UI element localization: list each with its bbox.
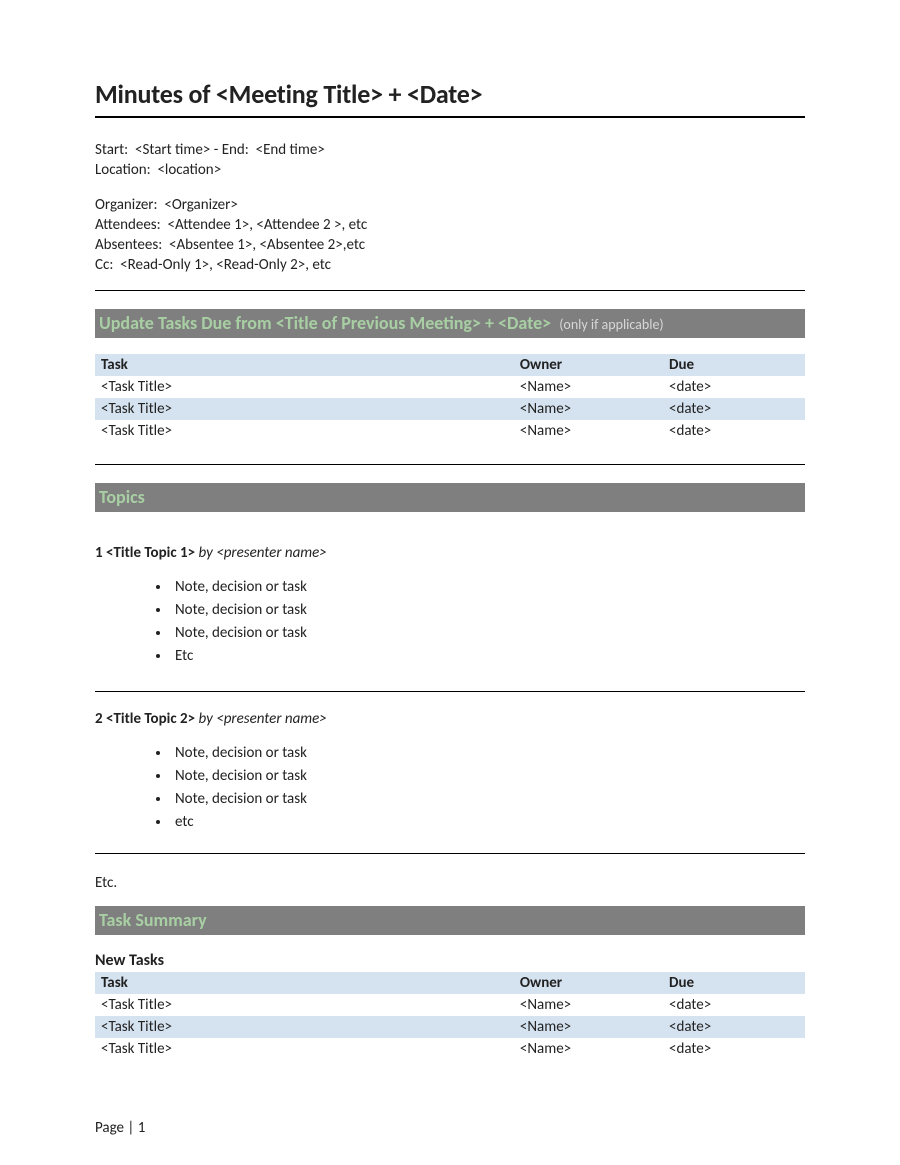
cell-due: <date> xyxy=(663,1016,805,1038)
divider xyxy=(95,853,805,854)
cell-due: <date> xyxy=(663,376,805,398)
section-update-note: (only if applicable) xyxy=(559,316,663,333)
topic-notes-1: Note, decision or task Note, decision or… xyxy=(171,576,805,669)
col-task: Task xyxy=(95,972,514,994)
section-topics-heading: Topics xyxy=(99,486,145,508)
end-label: End: xyxy=(222,141,249,159)
absentees-line: Absentees: <Absentee 1>, <Absentee 2>,et… xyxy=(95,235,805,255)
divider xyxy=(95,290,805,291)
cell-due: <date> xyxy=(663,420,805,442)
section-update-heading: Update Tasks Due from <Title of Previous… xyxy=(99,312,551,334)
col-owner: Owner xyxy=(514,972,663,994)
cell-owner: <Name> xyxy=(514,420,663,442)
etc-text: Etc. xyxy=(95,874,805,892)
cell-due: <date> xyxy=(663,994,805,1016)
list-item: Etc xyxy=(171,645,805,668)
attendees-value: <Attendee 1>, <Attendee 2 >, etc xyxy=(167,216,367,234)
start-value: <Start time> xyxy=(135,141,210,159)
list-item: Note, decision or task xyxy=(171,788,805,811)
time-location-block: Start: <Start time> - End: <End time> Lo… xyxy=(95,140,805,181)
new-tasks-heading: New Tasks xyxy=(95,951,805,970)
table-row: <Task Title> <Name> <date> xyxy=(95,420,805,442)
time-line: Start: <Start time> - End: <End time> xyxy=(95,140,805,160)
cell-task: <Task Title> xyxy=(95,398,514,420)
section-topics: Topics xyxy=(95,483,805,512)
table-header-row: Task Owner Due xyxy=(95,972,805,994)
section-summary-heading: Task Summary xyxy=(99,909,207,931)
col-owner: Owner xyxy=(514,354,663,376)
cell-due: <date> xyxy=(663,1038,805,1060)
col-due: Due xyxy=(663,354,805,376)
topic-by: by <presenter name> xyxy=(199,544,327,562)
cell-owner: <Name> xyxy=(514,376,663,398)
table-header-row: Task Owner Due xyxy=(95,354,805,376)
cell-owner: <Name> xyxy=(514,994,663,1016)
col-due: Due xyxy=(663,972,805,994)
topic-num: 1 xyxy=(95,544,103,562)
table-row: <Task Title> <Name> <date> xyxy=(95,1016,805,1038)
page-title: Minutes of <Meeting Title> + <Date> xyxy=(95,78,805,118)
cell-due: <date> xyxy=(663,398,805,420)
cc-label: Cc: xyxy=(95,256,113,274)
list-item: Note, decision or task xyxy=(171,742,805,765)
topic-by: by <presenter name> xyxy=(199,710,327,728)
section-update-tasks: Update Tasks Due from <Title of Previous… xyxy=(95,309,805,338)
absentees-label: Absentees: xyxy=(95,236,162,254)
organizer-label: Organizer: xyxy=(95,196,158,214)
list-item: Note, decision or task xyxy=(171,599,805,622)
organizer-line: Organizer: <Organizer> xyxy=(95,195,805,215)
topic-title: <Title Topic 1> xyxy=(106,544,195,562)
organizer-value: <Organizer> xyxy=(164,196,237,214)
list-item: etc xyxy=(171,811,805,834)
cell-owner: <Name> xyxy=(514,1016,663,1038)
topic-heading-2: 2 <Title Topic 2> by <presenter name> xyxy=(95,710,805,728)
end-value: <End time> xyxy=(256,141,325,159)
divider xyxy=(95,691,805,692)
cell-task: <Task Title> xyxy=(95,1016,514,1038)
cc-line: Cc: <Read-Only 1>, <Read-Only 2>, etc xyxy=(95,255,805,275)
location-label: Location: xyxy=(95,161,151,179)
list-item: Note, decision or task xyxy=(171,622,805,645)
cell-task: <Task Title> xyxy=(95,376,514,398)
table-row: <Task Title> <Name> <date> xyxy=(95,1038,805,1060)
cc-value: <Read-Only 1>, <Read-Only 2>, etc xyxy=(120,256,331,274)
table-row: <Task Title> <Name> <date> xyxy=(95,398,805,420)
new-tasks-table: Task Owner Due <Task Title> <Name> <date… xyxy=(95,972,805,1060)
time-sep: - xyxy=(214,141,219,159)
table-row: <Task Title> <Name> <date> xyxy=(95,994,805,1016)
start-label: Start: xyxy=(95,141,128,159)
page-footer: Page | 1 xyxy=(95,1119,145,1137)
topic-notes-2: Note, decision or task Note, decision or… xyxy=(171,742,805,835)
divider xyxy=(95,464,805,465)
cell-owner: <Name> xyxy=(514,1038,663,1060)
attendees-label: Attendees: xyxy=(95,216,161,234)
location-value: <location> xyxy=(157,161,221,179)
absentees-value: <Absentee 1>, <Absentee 2>,etc xyxy=(169,236,365,254)
col-task: Task xyxy=(95,354,514,376)
attendees-line: Attendees: <Attendee 1>, <Attendee 2 >, … xyxy=(95,215,805,235)
table-row: <Task Title> <Name> <date> xyxy=(95,376,805,398)
cell-task: <Task Title> xyxy=(95,420,514,442)
people-block: Organizer: <Organizer> Attendees: <Atten… xyxy=(95,195,805,276)
list-item: Note, decision or task xyxy=(171,765,805,788)
cell-task: <Task Title> xyxy=(95,1038,514,1060)
location-line: Location: <location> xyxy=(95,160,805,180)
section-task-summary: Task Summary xyxy=(95,906,805,935)
topic-num: 2 xyxy=(95,710,103,728)
cell-task: <Task Title> xyxy=(95,994,514,1016)
list-item: Note, decision or task xyxy=(171,576,805,599)
topic-heading-1: 1 <Title Topic 1> by <presenter name> xyxy=(95,544,805,562)
topic-title: <Title Topic 2> xyxy=(106,710,195,728)
update-tasks-table: Task Owner Due <Task Title> <Name> <date… xyxy=(95,354,805,442)
cell-owner: <Name> xyxy=(514,398,663,420)
